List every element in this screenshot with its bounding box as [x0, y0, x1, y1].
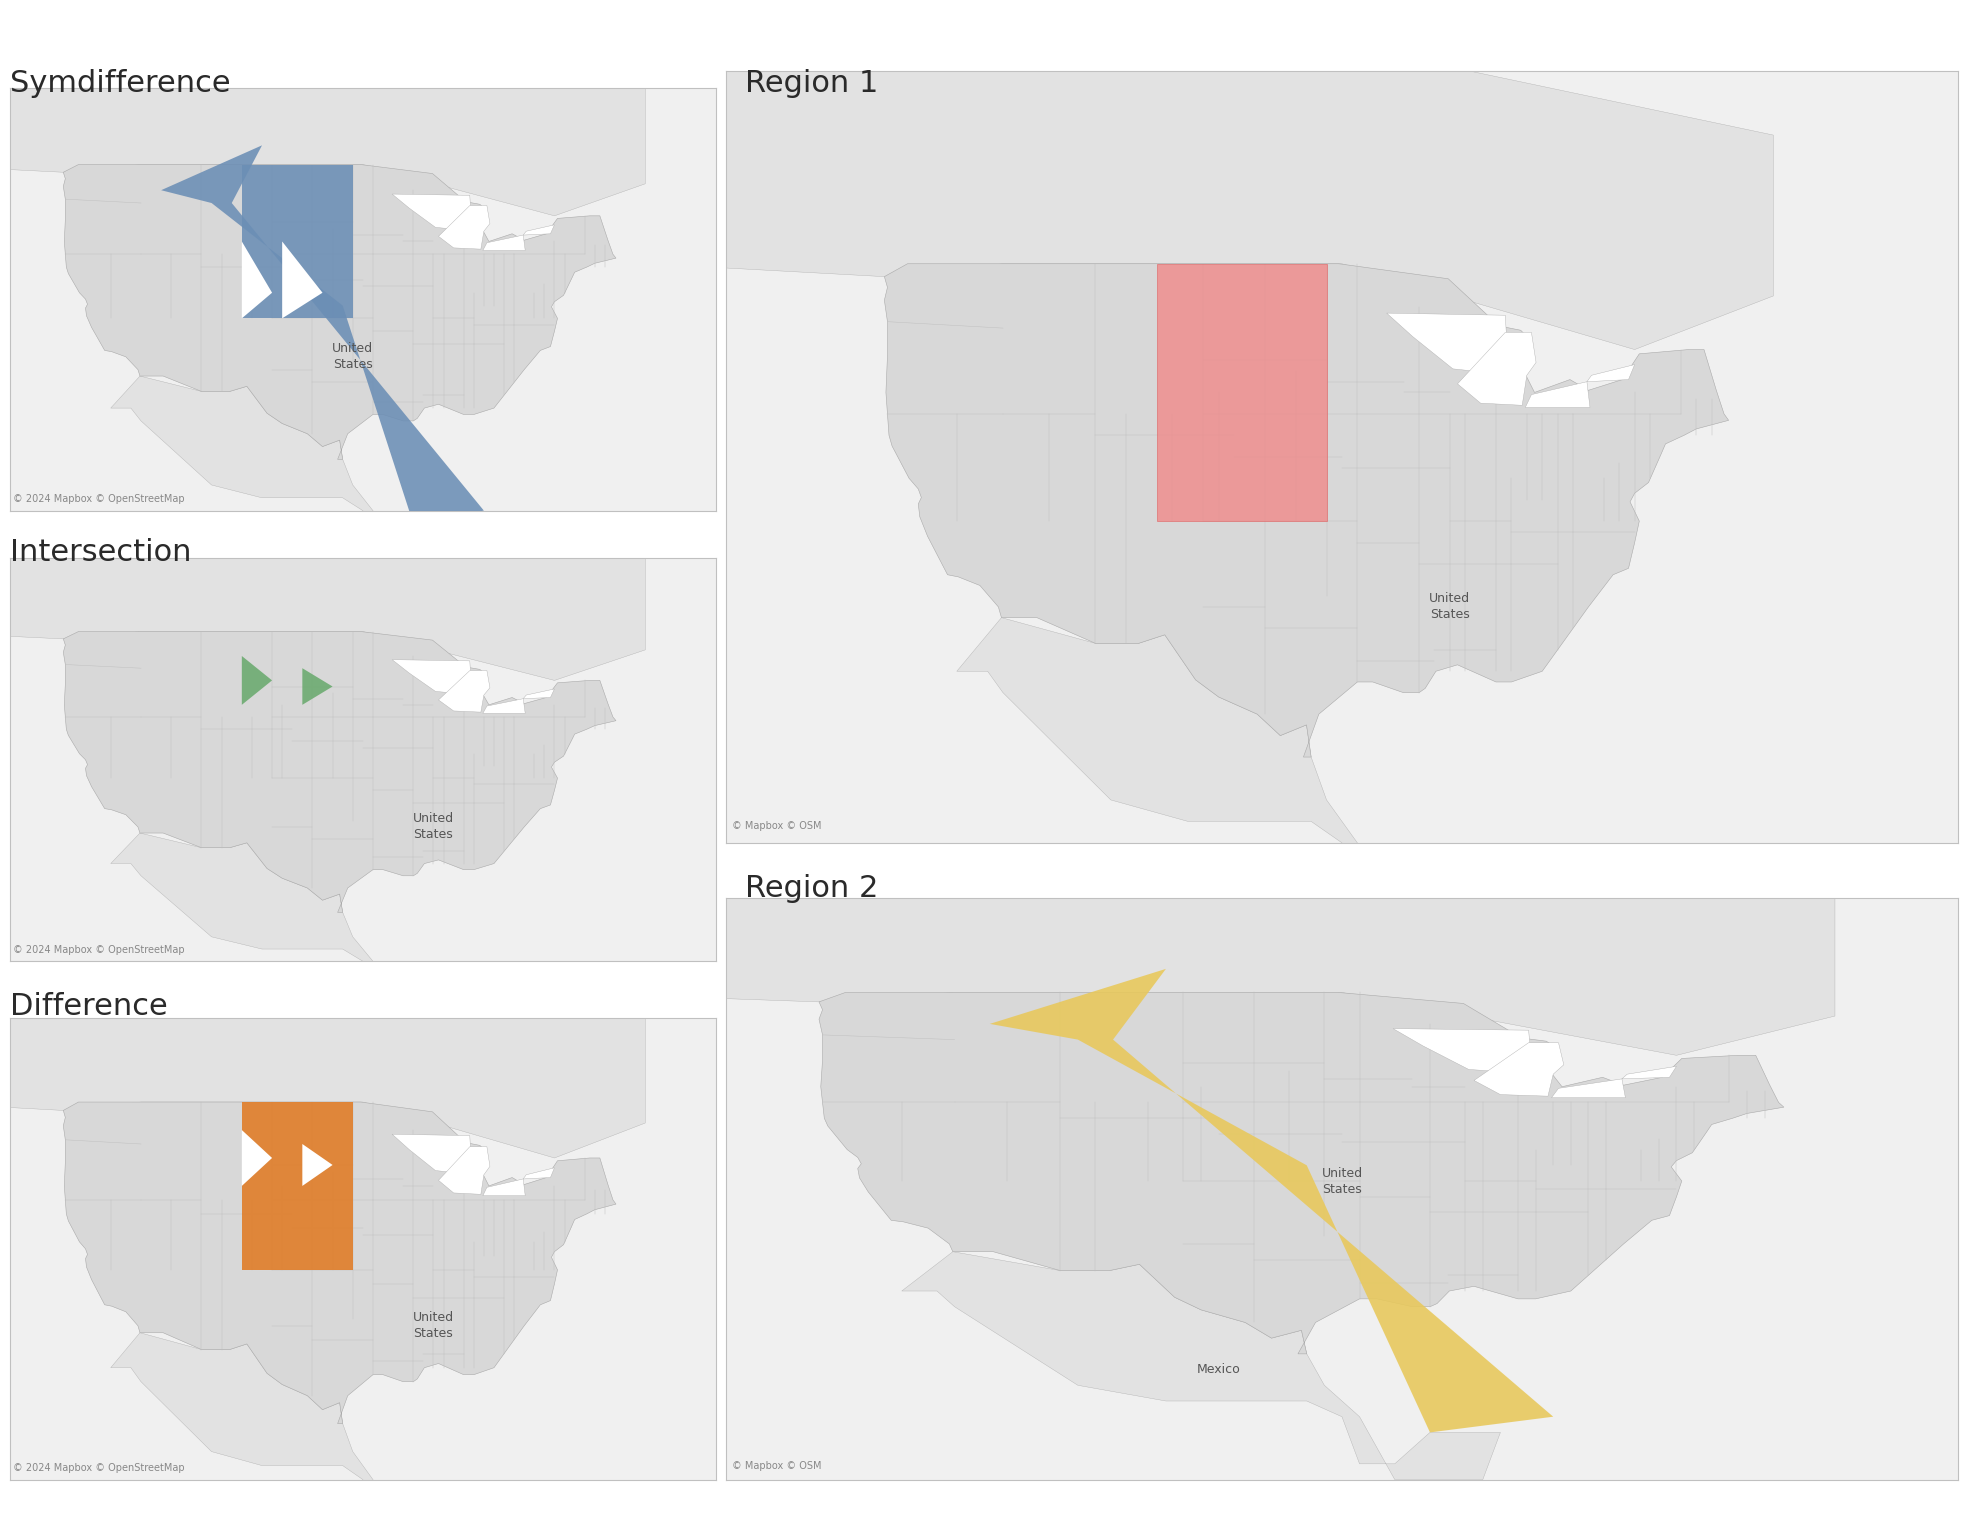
Text: Intersection: Intersection: [10, 538, 191, 568]
Text: © Mapbox © OSM: © Mapbox © OSM: [732, 1461, 822, 1470]
Polygon shape: [110, 1333, 454, 1535]
Text: United
States: United States: [1321, 1166, 1363, 1195]
Text: United
States: United States: [412, 812, 454, 841]
Text: Region 1: Region 1: [745, 69, 880, 98]
Polygon shape: [1158, 265, 1327, 521]
Polygon shape: [990, 969, 1554, 1432]
Polygon shape: [523, 689, 554, 698]
Text: Region 2: Region 2: [745, 874, 880, 903]
Polygon shape: [649, 28, 1773, 349]
Polygon shape: [243, 1130, 272, 1186]
Polygon shape: [483, 235, 525, 251]
Text: © 2024 Mapbox © OpenStreetMap: © 2024 Mapbox © OpenStreetMap: [14, 946, 185, 955]
Polygon shape: [901, 1252, 1501, 1480]
Polygon shape: [392, 1134, 471, 1172]
Text: © Mapbox © OSM: © Mapbox © OSM: [732, 821, 822, 831]
Polygon shape: [483, 698, 525, 714]
Polygon shape: [302, 1144, 333, 1186]
Text: © 2024 Mapbox © OpenStreetMap: © 2024 Mapbox © OpenStreetMap: [14, 1463, 185, 1473]
Polygon shape: [0, 497, 645, 680]
Polygon shape: [243, 165, 353, 318]
Polygon shape: [523, 1167, 554, 1180]
Text: United
States: United States: [331, 343, 373, 371]
Polygon shape: [1473, 1043, 1564, 1097]
Polygon shape: [162, 145, 483, 523]
Polygon shape: [1621, 1066, 1676, 1078]
Polygon shape: [767, 697, 1120, 949]
Polygon shape: [818, 992, 1785, 1353]
Polygon shape: [302, 667, 333, 704]
Text: Symdifference: Symdifference: [10, 69, 231, 98]
Polygon shape: [956, 618, 1481, 929]
Text: Mexico: Mexico: [1197, 1363, 1240, 1377]
Polygon shape: [110, 375, 454, 561]
Polygon shape: [282, 241, 323, 318]
Polygon shape: [523, 225, 554, 235]
Polygon shape: [63, 165, 615, 460]
Polygon shape: [110, 834, 454, 1010]
Polygon shape: [1587, 365, 1635, 381]
Polygon shape: [1392, 1029, 1530, 1070]
Text: United
States: United States: [1430, 592, 1471, 621]
Polygon shape: [438, 206, 489, 249]
Polygon shape: [243, 657, 272, 704]
Polygon shape: [767, 0, 1120, 23]
Polygon shape: [1552, 1078, 1625, 1098]
Polygon shape: [392, 660, 471, 692]
Text: Difference: Difference: [10, 992, 168, 1021]
Polygon shape: [438, 1147, 489, 1195]
Polygon shape: [0, 949, 645, 1158]
Polygon shape: [0, 23, 645, 215]
Polygon shape: [1457, 332, 1536, 406]
Polygon shape: [243, 1103, 353, 1270]
Polygon shape: [1386, 314, 1507, 371]
Polygon shape: [767, 277, 1120, 497]
Polygon shape: [550, 820, 1834, 1055]
Polygon shape: [883, 265, 1729, 757]
Polygon shape: [63, 632, 615, 912]
Polygon shape: [483, 1180, 525, 1195]
Polygon shape: [438, 671, 489, 712]
Polygon shape: [1958, 0, 1972, 28]
Polygon shape: [392, 194, 471, 229]
Polygon shape: [63, 1103, 615, 1424]
Text: © 2024 Mapbox © OpenStreetMap: © 2024 Mapbox © OpenStreetMap: [14, 494, 185, 504]
Polygon shape: [243, 241, 272, 318]
Polygon shape: [1524, 381, 1589, 408]
Text: United
States: United States: [412, 1312, 454, 1340]
